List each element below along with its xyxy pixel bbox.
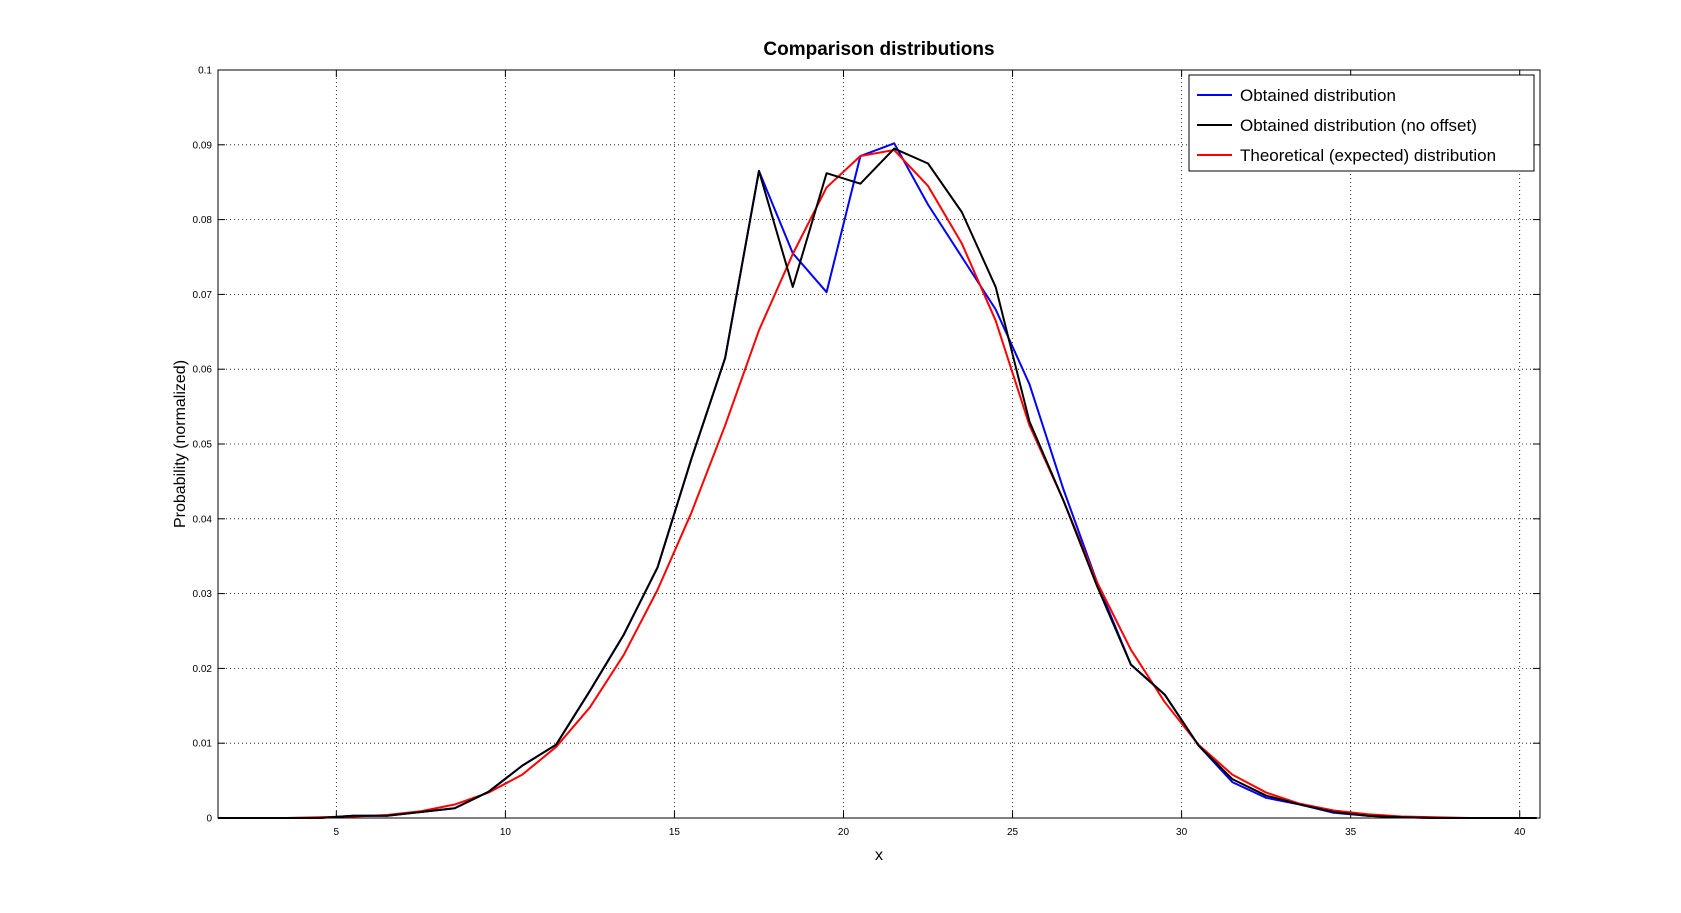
x-tick-label: 5 bbox=[334, 827, 340, 838]
y-tick-label: 0.05 bbox=[193, 440, 213, 451]
x-tick-label: 15 bbox=[669, 827, 681, 838]
chart-title: Comparison distributions bbox=[763, 39, 994, 60]
y-tick-label: 0.1 bbox=[198, 66, 212, 77]
y-tick-label: 0.08 bbox=[193, 215, 213, 226]
y-tick-label: 0.03 bbox=[193, 589, 213, 600]
y-tick-label: 0.02 bbox=[193, 664, 213, 675]
y-tick-label: 0.01 bbox=[193, 739, 213, 750]
legend: Obtained distribution Obtained distributi… bbox=[1188, 74, 1535, 172]
axes-box bbox=[217, 69, 1541, 819]
x-tick-label: 20 bbox=[838, 827, 850, 838]
series-line-1 bbox=[218, 147, 1537, 819]
y-tick-label: 0.06 bbox=[193, 365, 213, 376]
legend-label: Theoretical (expected) distribution bbox=[1240, 146, 1496, 165]
legend-box bbox=[1188, 74, 1535, 172]
x-tick-label: 40 bbox=[1514, 827, 1526, 838]
series-lines bbox=[218, 142, 1537, 819]
legend-label: Obtained distribution bbox=[1240, 86, 1396, 105]
legend-label: Obtained distribution (no offset) bbox=[1240, 116, 1477, 135]
y-tick-labels: 0 0.01 0.02 0.03 0.04 0.05 0.06 0.07 0.08 0.09 0.1 bbox=[193, 66, 213, 825]
x-tick-label: 25 bbox=[1007, 827, 1019, 838]
x-tick-label: 30 bbox=[1176, 827, 1188, 838]
x-tick-label: 10 bbox=[500, 827, 512, 838]
x-tick-labels: 5 10 15 20 25 30 35 40 bbox=[334, 827, 1526, 838]
y-tick-label: 0.04 bbox=[193, 514, 213, 525]
y-tick-label: 0.07 bbox=[193, 290, 213, 301]
y-tick-label: 0.09 bbox=[193, 140, 213, 151]
x-tick-label: 35 bbox=[1345, 827, 1357, 838]
y-axis-label: Probability (normalized) bbox=[172, 360, 189, 528]
x-axis-label: x bbox=[875, 847, 883, 864]
plot-area bbox=[218, 70, 1540, 818]
y-tick-label: 0 bbox=[206, 814, 212, 825]
series-line-2 bbox=[218, 149, 1537, 819]
